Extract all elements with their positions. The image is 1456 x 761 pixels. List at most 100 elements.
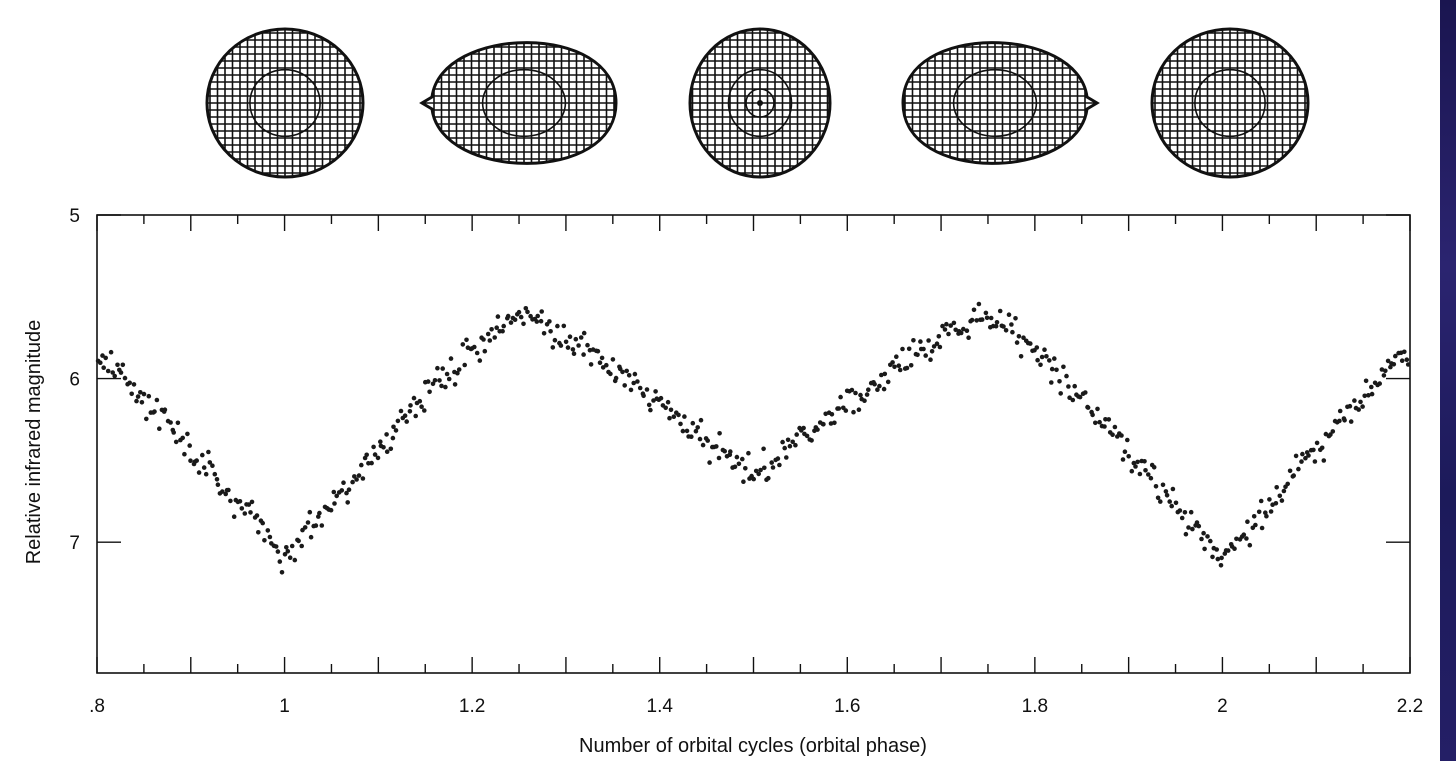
data-point	[1381, 373, 1387, 378]
data-point	[296, 538, 301, 544]
data-point	[1102, 424, 1107, 429]
data-point	[523, 306, 529, 311]
data-point	[378, 439, 383, 445]
data-point	[180, 435, 185, 441]
data-point	[1360, 404, 1365, 409]
data-point	[866, 387, 871, 393]
data-point	[1312, 459, 1318, 464]
data-point	[1274, 485, 1279, 490]
data-point	[700, 442, 706, 448]
data-point	[448, 356, 454, 361]
data-point	[1163, 489, 1169, 494]
data-point	[411, 395, 417, 401]
data-point	[1039, 354, 1045, 360]
data-point	[305, 520, 311, 525]
data-point	[547, 319, 552, 324]
data-point	[162, 407, 168, 413]
data-point	[456, 367, 462, 372]
data-point	[372, 452, 378, 457]
data-point	[212, 471, 218, 477]
data-point	[139, 400, 145, 405]
data-point	[1299, 459, 1304, 464]
data-point	[391, 424, 396, 430]
data-point	[435, 365, 440, 371]
data-point	[308, 534, 314, 540]
data-point	[1342, 418, 1347, 423]
data-point	[1003, 328, 1009, 333]
data-point	[1314, 440, 1320, 446]
data-point	[432, 378, 438, 383]
data-point	[1337, 418, 1342, 424]
data-point	[356, 473, 362, 478]
data-point	[1247, 542, 1253, 548]
data-point	[1035, 357, 1040, 363]
data-point	[911, 338, 916, 343]
data-point	[984, 315, 990, 321]
data-point	[548, 329, 553, 334]
data-point	[573, 336, 579, 342]
data-point	[1133, 464, 1138, 469]
data-point	[1083, 390, 1088, 395]
data-point	[552, 337, 558, 343]
data-point	[756, 471, 761, 477]
data-point	[668, 407, 674, 413]
data-point	[279, 570, 285, 575]
data-point	[758, 467, 763, 473]
data-point	[1119, 433, 1124, 438]
x-tick-label: 1.8	[1022, 696, 1048, 717]
data-point	[331, 489, 337, 495]
data-point	[908, 363, 914, 368]
data-point	[1001, 324, 1006, 329]
data-point	[944, 321, 949, 327]
data-point	[794, 432, 799, 437]
data-point	[671, 414, 677, 420]
data-point	[665, 399, 671, 405]
data-point	[534, 319, 540, 324]
data-point	[131, 382, 137, 387]
data-point	[518, 314, 524, 320]
data-point	[1219, 555, 1224, 561]
data-point	[110, 370, 115, 375]
data-point	[393, 428, 399, 433]
data-point	[743, 466, 748, 471]
data-point	[705, 438, 710, 443]
data-point	[663, 405, 668, 411]
data-point	[384, 432, 389, 437]
data-point	[1405, 362, 1411, 367]
data-point	[206, 449, 211, 455]
data-point	[439, 383, 444, 389]
data-point	[1199, 536, 1204, 542]
data-point	[462, 362, 468, 368]
data-point	[440, 366, 446, 371]
data-point	[282, 552, 288, 557]
data-point	[894, 354, 899, 360]
teardrop-right-icon	[419, 41, 618, 165]
data-point	[793, 442, 798, 448]
data-point	[1348, 419, 1354, 424]
data-point	[1190, 526, 1195, 532]
data-point	[1054, 367, 1059, 373]
data-point	[722, 448, 727, 454]
x-tick-label: 1.2	[459, 696, 485, 717]
data-point	[631, 380, 636, 386]
data-point	[146, 393, 152, 399]
data-point	[571, 351, 577, 357]
data-point	[942, 327, 948, 332]
data-point	[994, 320, 1000, 325]
data-point	[200, 452, 205, 458]
data-point	[1028, 341, 1033, 346]
data-point	[255, 530, 261, 535]
data-point	[923, 353, 928, 358]
data-point	[375, 455, 381, 461]
data-point	[775, 456, 781, 461]
data-point	[187, 443, 192, 448]
data-point	[864, 392, 870, 397]
data-point	[285, 549, 291, 554]
data-point	[1125, 437, 1130, 443]
data-point	[1038, 362, 1043, 368]
data-point	[734, 454, 740, 460]
data-point	[918, 339, 923, 344]
data-point	[248, 510, 253, 515]
data-point	[1066, 384, 1071, 389]
data-point	[144, 416, 149, 422]
